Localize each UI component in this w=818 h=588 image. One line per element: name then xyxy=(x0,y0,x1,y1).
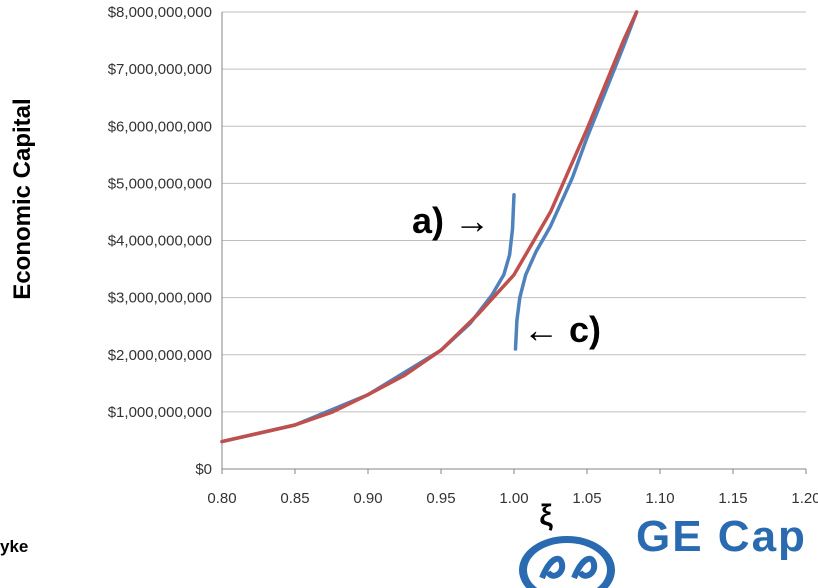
y-tick-label: $2,000,000,000 xyxy=(108,347,212,364)
y-tick-label: $5,000,000,000 xyxy=(108,175,212,192)
y-axis-title: Economic Capital xyxy=(9,98,36,299)
annotation-c: ← c) xyxy=(523,309,601,350)
y-tick-label: $3,000,000,000 xyxy=(108,290,212,307)
footer-logo-text: GE Cap xyxy=(636,512,807,561)
x-tick-label: 1.20 xyxy=(791,490,818,507)
y-axis: $0 $1,000,000,000 $2,000,000,000 $3,000,000… xyxy=(108,4,212,478)
series-line xyxy=(220,10,639,444)
footer-author-fragment: yke xyxy=(0,537,29,556)
y-tick-label: $8,000,000,000 xyxy=(108,4,212,21)
x-tick-label: 0.80 xyxy=(207,490,236,507)
x-tick-label: 1.00 xyxy=(499,490,528,507)
x-tick-label: 1.05 xyxy=(572,490,601,507)
x-tick-label: 1.10 xyxy=(645,490,674,507)
x-tick-label: 0.95 xyxy=(426,490,455,507)
series-line xyxy=(513,10,639,351)
ge-logo-icon xyxy=(519,536,615,588)
series-lines xyxy=(220,10,639,444)
x-tick-label: 0.85 xyxy=(280,490,309,507)
y-tick-label: $0 xyxy=(195,461,212,478)
y-tick-label: $7,000,000,000 xyxy=(108,61,212,78)
y-tick-label: $4,000,000,000 xyxy=(108,233,212,250)
y-tick-label: $6,000,000,000 xyxy=(108,118,212,135)
x-tick-label: 1.15 xyxy=(718,490,747,507)
annotation-a: a) → xyxy=(412,200,490,241)
y-tick-label: $1,000,000,000 xyxy=(108,404,212,421)
grid-lines xyxy=(221,11,806,470)
economic-capital-chart: $0 $1,000,000,000 $2,000,000,000 $3,000,000… xyxy=(9,4,818,532)
x-axis: 0.80 0.85 0.90 0.95 1.00 1.05 1.10 1.15 1.20 xyxy=(207,469,818,507)
x-axis-title: ξ xyxy=(539,499,553,532)
x-tick-label: 0.90 xyxy=(353,490,382,507)
